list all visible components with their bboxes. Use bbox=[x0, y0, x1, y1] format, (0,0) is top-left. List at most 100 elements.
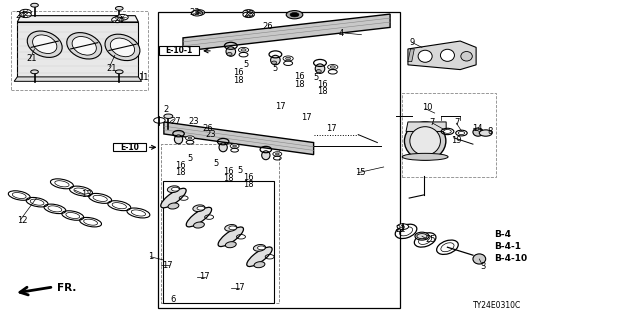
Text: 16: 16 bbox=[233, 68, 243, 77]
Text: 15: 15 bbox=[355, 168, 365, 177]
Ellipse shape bbox=[218, 227, 243, 246]
Bar bbox=[161, 144, 278, 303]
Ellipse shape bbox=[186, 207, 212, 227]
Circle shape bbox=[193, 10, 205, 15]
Text: 5: 5 bbox=[244, 60, 249, 69]
Ellipse shape bbox=[161, 188, 186, 208]
Ellipse shape bbox=[110, 38, 134, 57]
Text: 10: 10 bbox=[422, 103, 433, 112]
Polygon shape bbox=[14, 77, 141, 81]
Text: 8: 8 bbox=[487, 127, 492, 136]
Text: 5: 5 bbox=[314, 73, 319, 82]
Ellipse shape bbox=[473, 128, 483, 136]
Text: 3: 3 bbox=[481, 262, 486, 271]
Circle shape bbox=[115, 70, 123, 74]
Text: 5: 5 bbox=[237, 166, 243, 175]
Text: 17: 17 bbox=[162, 261, 173, 270]
Circle shape bbox=[479, 130, 492, 136]
Text: B-4-10: B-4-10 bbox=[495, 254, 528, 263]
Circle shape bbox=[239, 47, 248, 52]
Circle shape bbox=[20, 9, 31, 15]
Text: 27: 27 bbox=[170, 117, 181, 126]
Bar bbox=[11, 11, 148, 90]
Ellipse shape bbox=[271, 61, 276, 64]
Circle shape bbox=[458, 132, 465, 135]
Circle shape bbox=[330, 66, 335, 68]
Bar bbox=[163, 180, 274, 303]
Text: 17: 17 bbox=[326, 124, 337, 133]
Ellipse shape bbox=[262, 151, 270, 160]
Text: 7: 7 bbox=[429, 118, 435, 127]
Text: 9: 9 bbox=[409, 38, 415, 47]
Text: 23: 23 bbox=[189, 8, 200, 17]
Text: 5: 5 bbox=[272, 64, 278, 73]
Circle shape bbox=[164, 114, 173, 118]
Ellipse shape bbox=[418, 50, 432, 62]
Text: 17: 17 bbox=[199, 272, 209, 281]
Text: 5: 5 bbox=[214, 159, 219, 168]
Ellipse shape bbox=[271, 55, 280, 65]
Text: 11: 11 bbox=[138, 73, 149, 82]
Text: 24: 24 bbox=[113, 16, 124, 25]
Text: 22: 22 bbox=[395, 225, 406, 234]
Circle shape bbox=[116, 14, 128, 20]
Polygon shape bbox=[183, 14, 390, 51]
Text: 13: 13 bbox=[81, 190, 92, 199]
Ellipse shape bbox=[225, 225, 237, 231]
Text: 19: 19 bbox=[451, 136, 462, 146]
Ellipse shape bbox=[316, 64, 324, 73]
Ellipse shape bbox=[219, 143, 227, 152]
Ellipse shape bbox=[193, 205, 205, 212]
Ellipse shape bbox=[33, 35, 57, 53]
Text: B-4: B-4 bbox=[495, 230, 511, 239]
Text: 18: 18 bbox=[223, 174, 234, 183]
Text: 23: 23 bbox=[205, 130, 216, 139]
Text: 21: 21 bbox=[27, 54, 37, 63]
Text: 1: 1 bbox=[148, 252, 153, 261]
Circle shape bbox=[290, 12, 299, 17]
Text: 23: 23 bbox=[244, 10, 254, 19]
Ellipse shape bbox=[254, 262, 265, 268]
Text: FR.: FR. bbox=[58, 283, 77, 292]
Ellipse shape bbox=[227, 52, 232, 56]
Polygon shape bbox=[408, 49, 414, 62]
Text: 23: 23 bbox=[188, 117, 198, 126]
Ellipse shape bbox=[174, 135, 182, 144]
Circle shape bbox=[186, 136, 195, 140]
Polygon shape bbox=[164, 122, 314, 155]
Text: 7: 7 bbox=[454, 118, 459, 127]
Circle shape bbox=[286, 11, 303, 19]
Text: TY24E0310C: TY24E0310C bbox=[473, 301, 521, 310]
Text: 18: 18 bbox=[175, 168, 186, 177]
Text: 18: 18 bbox=[294, 80, 305, 89]
Circle shape bbox=[111, 17, 123, 23]
Text: 18: 18 bbox=[317, 87, 328, 96]
Text: 18: 18 bbox=[244, 180, 254, 189]
Bar bbox=[401, 93, 496, 178]
Text: 16: 16 bbox=[244, 173, 254, 182]
Bar bbox=[159, 46, 199, 55]
Ellipse shape bbox=[404, 122, 446, 160]
Ellipse shape bbox=[402, 153, 448, 160]
Circle shape bbox=[397, 224, 408, 229]
Text: 24: 24 bbox=[15, 11, 26, 20]
Circle shape bbox=[20, 12, 31, 18]
Text: 6: 6 bbox=[170, 295, 175, 304]
Circle shape bbox=[285, 57, 291, 60]
Circle shape bbox=[257, 246, 265, 250]
Text: 14: 14 bbox=[472, 124, 482, 133]
Ellipse shape bbox=[28, 31, 62, 57]
Ellipse shape bbox=[105, 34, 140, 60]
Ellipse shape bbox=[247, 247, 272, 267]
Ellipse shape bbox=[168, 186, 179, 193]
Polygon shape bbox=[408, 41, 476, 69]
Circle shape bbox=[197, 206, 205, 210]
Circle shape bbox=[172, 187, 179, 191]
Text: 17: 17 bbox=[275, 102, 286, 111]
Text: 2: 2 bbox=[164, 105, 169, 114]
Text: 21: 21 bbox=[106, 63, 117, 73]
Circle shape bbox=[229, 226, 237, 230]
Ellipse shape bbox=[473, 254, 486, 264]
Circle shape bbox=[233, 145, 237, 147]
Circle shape bbox=[191, 10, 203, 16]
